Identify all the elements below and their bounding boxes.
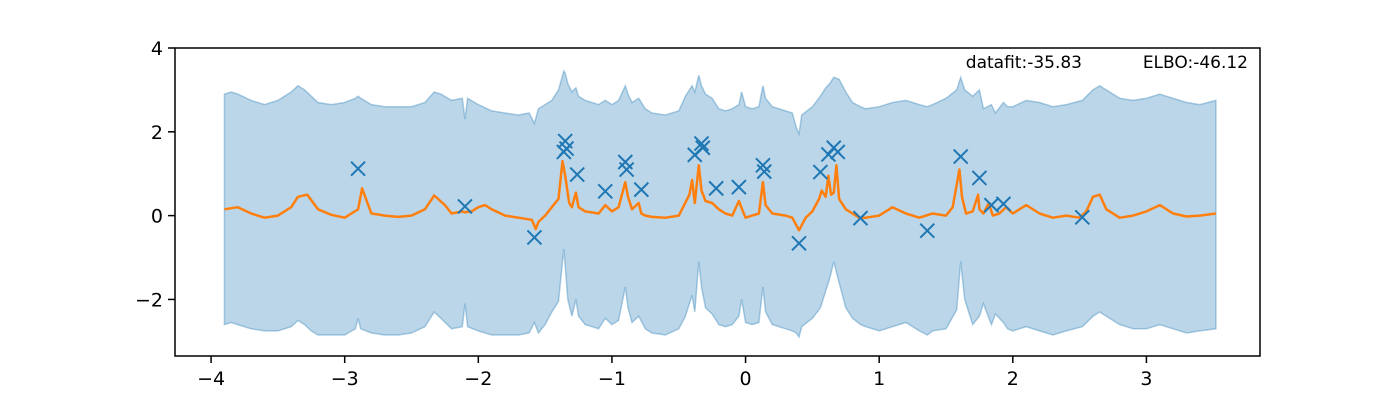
- observation-marker: [693, 135, 710, 152]
- datafit-annotation: datafit:-35.83: [966, 53, 1082, 73]
- observation-marker: [526, 229, 543, 246]
- elbo-annotation: ELBO:-46.12: [1143, 53, 1248, 73]
- observations: [350, 133, 1090, 251]
- x-tick-label: 1: [873, 368, 885, 390]
- x-tick-label: 2: [1007, 368, 1019, 390]
- x-tick-label: 0: [740, 368, 752, 390]
- observation-marker: [952, 148, 969, 165]
- x-tick-label: −4: [197, 368, 225, 390]
- observation-marker: [971, 170, 988, 186]
- observation-marker: [756, 163, 772, 180]
- observation-marker: [852, 210, 869, 226]
- observation-marker: [731, 179, 747, 195]
- observation-marker: [457, 198, 473, 215]
- observation-marker: [633, 181, 650, 198]
- observation-marker: [995, 196, 1012, 212]
- confidence-band: [223, 69, 1217, 339]
- observation-marker: [350, 160, 366, 177]
- observation-marker: [569, 166, 585, 183]
- observation-marker: [597, 183, 613, 200]
- plot-frame: [174, 47, 1261, 357]
- x-tick-label: 3: [1140, 368, 1152, 390]
- observation-marker: [695, 140, 711, 156]
- x-tick-label: −2: [464, 368, 492, 390]
- y-tick-label: 0: [151, 206, 163, 228]
- observation-marker: [830, 144, 846, 160]
- observation-marker: [708, 180, 724, 197]
- y-tick-label: 4: [151, 38, 163, 60]
- observation-marker: [791, 235, 807, 251]
- y-tick-label: −2: [135, 289, 163, 311]
- observation-marker: [983, 197, 1000, 213]
- confidence-band-area: [223, 69, 1217, 339]
- observation-marker: [812, 164, 829, 180]
- observation-marker: [558, 140, 575, 157]
- observation-marker: [618, 161, 635, 178]
- y-tick-label: 2: [151, 122, 163, 144]
- observation-marker: [919, 222, 935, 239]
- x-tick-label: −3: [331, 368, 359, 390]
- observation-marker: [755, 157, 771, 174]
- observation-marker: [1074, 209, 1090, 226]
- x-tick-label: −1: [598, 368, 626, 390]
- y-axis-ticks: −2 0 2 4: [135, 38, 175, 311]
- x-axis-ticks: −4 −3 −2 −1 0 1 2 3: [197, 356, 1152, 390]
